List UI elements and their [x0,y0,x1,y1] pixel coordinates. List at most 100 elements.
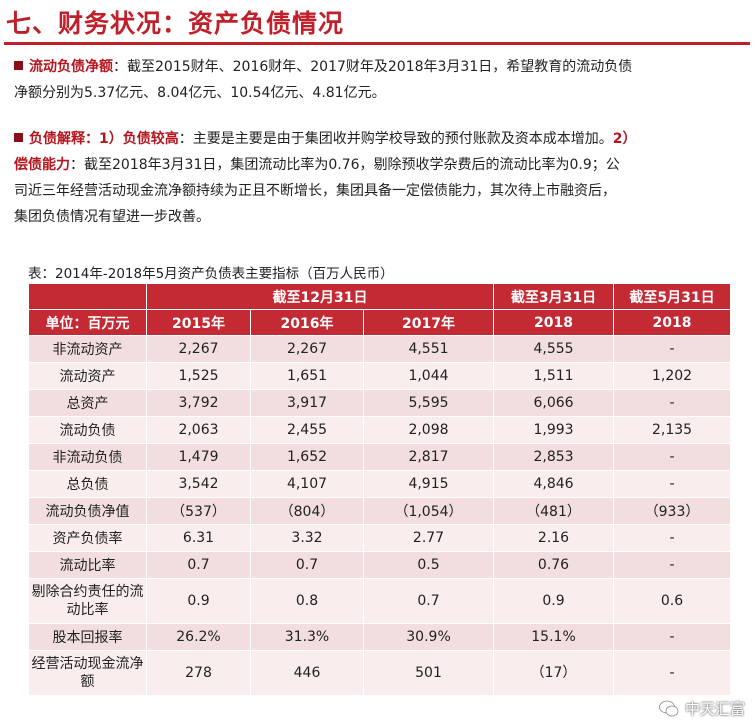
table-row: 总资产 3,792 3,917 5,595 6,066- [28,389,732,417]
table-cell: 446 [250,650,364,696]
row-label: 流动负债 [28,416,147,444]
table-row: 资产负债率 6.31 3.32 2.77 2.16- [28,524,732,552]
table-cell: 2,267 [146,335,251,363]
paragraph-current-liabilities: 流动负债净额：截至2015财年、2016财年、2017财年及2018年3月31日… [14,54,632,106]
year-header: 2016年 [250,309,364,336]
para2-label2b: 偿债能力 [14,157,70,173]
para2-text2: ：截至2018年3月31日，集团流动比率为0.76，剔除预收学杂费后的流动比率为… [70,157,620,173]
row-label: 非流动资产 [28,335,147,363]
table-cell: 26.2% [146,623,251,651]
table-cell: - [613,551,732,579]
para2-label1: 负债解释：1）负债较高 [29,131,179,147]
table-cell: 4,555 [493,335,615,363]
table-cell: 3,542 [146,470,251,498]
table-cell: 30.9% [362,623,495,651]
table-cell: 4,107 [250,470,364,498]
row-label: 流动比率 [28,551,147,579]
bullet-icon [14,133,23,142]
table-body: 非流动资产 2,267 2,267 4,551 4,555- 流动资产 1,525 1,651… [28,335,732,696]
table-cell: 2.16 [493,524,615,552]
table-cell: 31.3% [250,623,364,651]
table-cell: 5,595 [362,389,495,417]
para1-text1: ：截至2015财年、2016财年、2017财年及2018年3月31日，希望教育的… [113,59,633,75]
bullet-icon [14,61,23,70]
row-label: 股本回报率 [28,623,147,651]
table-cell: 0.7 [250,551,364,579]
watermark-text: 中天汇富 [684,700,745,718]
row-label: 总负债 [28,470,147,498]
group-header-may31: 截至5月31日 [613,283,732,310]
table-cell: 2,853 [493,443,615,471]
table-cell: - [613,335,732,363]
table-cell: 501 [362,650,495,696]
year-header: 2018 [613,309,732,336]
table-cell: 2,817 [362,443,495,471]
para2-text1: ：主要是主要是由于集团收并购学校导致的预付账款及资本成本增加。 [178,131,613,147]
paragraph-liabilities-explanation: 负债解释：1）负债较高：主要是主要是由于集团收并购学校导致的预付账款及资本成本增… [14,126,637,230]
unit-label: 单位：百万元 [28,309,147,336]
table-cell: 0.9 [493,578,615,624]
table-cell: 0.9 [146,578,251,624]
table-cell: - [613,470,732,498]
table-cell: 0.76 [493,551,615,579]
year-header-row: 单位：百万元 2015年 2016年 2017年 2018 2018 [28,309,732,336]
balance-sheet-table: 截至12月31日 截至3月31日 截至5月31日 单位：百万元 2015年 20… [28,283,732,696]
table-cell: 2,455 [250,416,364,444]
watermark: 中天汇富 [659,698,745,719]
table-cell: 2,267 [250,335,364,363]
year-header: 2017年 [362,309,495,336]
row-label: 流动资产 [28,362,147,390]
group-header-mar31: 截至3月31日 [493,283,615,310]
table-cell: 6,066 [493,389,615,417]
group-header-row: 截至12月31日 截至3月31日 截至5月31日 [28,283,732,310]
table-cell: （804） [250,497,364,525]
table-row: 非流动负债 1,479 1,652 2,817 2,853- [28,443,732,471]
table-row: 流动比率 0.7 0.7 0.5 0.76- [28,551,732,579]
header-blank [28,283,147,310]
table-cell: （481） [493,497,615,525]
table-cell: 15.1% [493,623,615,651]
para1-label: 流动负债净额 [29,59,113,75]
table-cell: 4,846 [493,470,615,498]
table-cell: 4,915 [362,470,495,498]
table-cell: 1,652 [250,443,364,471]
row-label: 非流动负债 [28,443,147,471]
table-cell: 3,792 [146,389,251,417]
year-header: 2015年 [146,309,251,336]
para2-text4: 集团负债情况有望进一步改善。 [14,209,210,225]
page-title: 七、财务状况：资产负债情况 [6,9,345,38]
table-cell: - [613,389,732,417]
table-cell: 278 [146,650,251,696]
table-cell: 2,098 [362,416,495,444]
year-header: 2018 [493,309,615,336]
title-divider [4,42,750,45]
table-cell: - [613,623,732,651]
table-cell: 1,993 [493,416,615,444]
table-cell: 0.7 [362,578,495,624]
row-label: 总资产 [28,389,147,417]
row-label: 流动负债净值 [28,497,147,525]
table-cell: （1,054） [362,497,495,525]
table-row: 非流动资产 2,267 2,267 4,551 4,555- [28,335,732,363]
table-row: 总负债 3,542 4,107 4,915 4,846- [28,470,732,498]
table-cell: 3,917 [250,389,364,417]
table-cell: 0.8 [250,578,364,624]
table-row: 流动资产 1,525 1,651 1,044 1,511 1,202 [28,362,732,390]
para2-text3: 司近三年经营活动现金流净额持续为正且不断增长，集团具备一定偿债能力，其次待上市融… [14,183,616,199]
group-header-dec31: 截至12月31日 [145,283,495,310]
table-cell: - [613,650,732,696]
table-cell: 0.7 [146,551,251,579]
table-cell: 3.32 [250,524,364,552]
table-cell: 1,525 [146,362,251,390]
table-cell: 4,551 [362,335,495,363]
table-caption: 表：2014年-2018年5月资产负债表主要指标（百万人民币） [28,266,394,282]
row-label: 资产负债率 [28,524,147,552]
table-cell: 1,479 [146,443,251,471]
table-cell: 2,135 [613,416,732,444]
row-label: 剔除合约责任的流动比率 [28,578,147,624]
table-cell: 0.5 [362,551,495,579]
table-cell: 2,063 [146,416,251,444]
table-row: 经营活动现金流净额 278 446 501 （17） - [28,650,732,696]
table-cell: - [613,443,732,471]
table-cell: 1,511 [493,362,615,390]
